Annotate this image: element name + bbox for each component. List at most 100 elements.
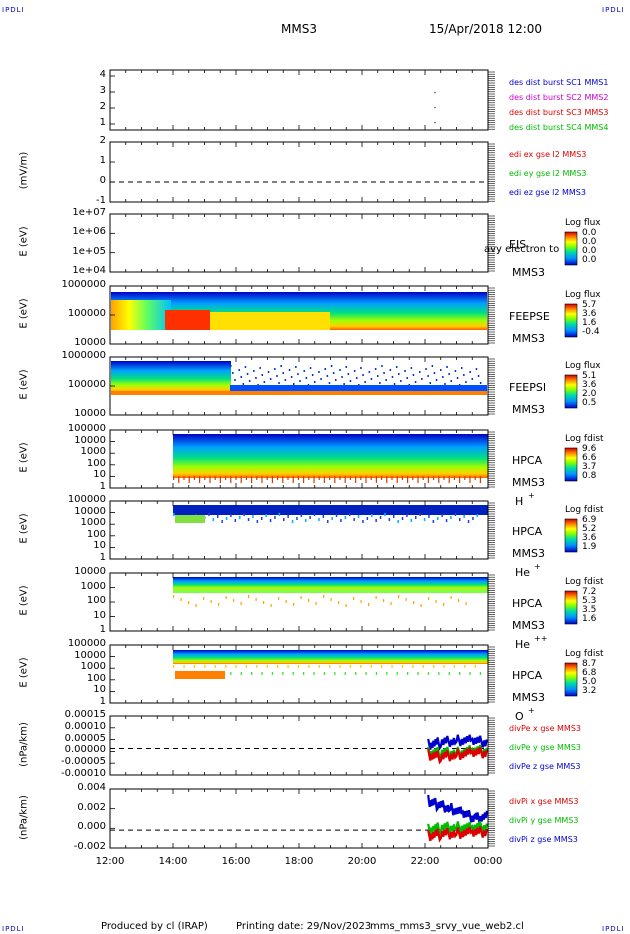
feepsi-speckle: [370, 378, 373, 380]
feepsi-speckle: [295, 366, 297, 368]
colorbar: [564, 447, 578, 482]
hpca-he-speckle: [423, 518, 426, 521]
hpca-o-speckle: [422, 665, 424, 668]
feepsi-speckle: [440, 369, 442, 371]
hpca-h-speckle: [396, 476, 398, 483]
feepsi-speckle: [341, 376, 343, 378]
hpca-he-speckle: [353, 518, 355, 521]
feepsi-speckle: [284, 379, 287, 381]
feepsi-speckle: [450, 380, 452, 382]
hpca-h-speckle: [464, 476, 466, 480]
legend-entry: divPe x gse MMS3: [509, 724, 581, 733]
x-tick-label: 18:00: [284, 856, 314, 867]
hpca-he-speckle: [225, 517, 228, 520]
hpca-o-speckle: [292, 672, 294, 675]
legend-entry: des dist burst SC3 MMS3: [509, 108, 609, 117]
colorbar-value: 1.9: [582, 542, 597, 552]
hpca-h-speckle: [438, 476, 440, 483]
hpca-o-speckle: [365, 672, 367, 675]
hpca-hepp-speckle: [465, 602, 467, 605]
hpca-h-speckle: [209, 476, 211, 483]
y-tick-label: 100: [86, 457, 106, 469]
hpca-h-speckle: [297, 476, 299, 480]
hpca-he-speckle: [327, 520, 329, 523]
hpca-he-speckle: [247, 518, 250, 521]
feepsi-speckle: [303, 370, 305, 372]
hpca-o-speckle: [459, 672, 461, 675]
spacecraft-label: MMS3: [512, 619, 545, 632]
hpca-h-speckle: [266, 476, 268, 480]
feepsi-speckle: [255, 377, 257, 379]
feepsi-speckle: [414, 381, 417, 383]
hpca-o-speckle: [329, 665, 331, 668]
hpca-he-speckle: [265, 514, 267, 517]
hpca-o-speckle: [235, 665, 237, 668]
hpca-hepp-speckle: [278, 597, 280, 600]
feepsi-speckle: [335, 379, 337, 381]
feepsi-speckle: [332, 372, 335, 374]
feepsi-speckle: [362, 374, 364, 376]
hpca-he-speckle: [437, 517, 439, 520]
instrument-label: EIS: [509, 238, 527, 251]
feepsi-speckle: [421, 378, 423, 380]
hpca-he-speckle: [393, 515, 395, 518]
feepsi-speckle: [242, 383, 245, 385]
colorbar-value: 5.2: [582, 524, 597, 534]
series-line: [427, 826, 488, 843]
hpca-h-speckle: [448, 476, 450, 483]
hpca-o-speckle: [464, 665, 466, 668]
colorbar: [564, 590, 578, 625]
feepsi-speckle: [263, 381, 266, 383]
hpca-o-speckle: [277, 665, 279, 668]
hpca-o-speckle: [375, 672, 378, 675]
feepsi-speckle: [479, 382, 482, 384]
y-tick-label: 10000: [74, 566, 106, 577]
feepsi-speckle: [259, 367, 261, 369]
feepsi-speckle: [435, 379, 438, 381]
hpca-he-speckle: [406, 514, 408, 517]
hpca-hepp-band: [173, 589, 488, 593]
y-tick-label: 10000: [74, 649, 106, 661]
feepsi-speckle: [343, 383, 345, 385]
hpca-h-speckle: [183, 476, 185, 480]
y-tick-label: 100000: [67, 308, 106, 319]
colorbar-value: 1.6: [582, 614, 597, 624]
hpca-o-speckle: [479, 672, 482, 675]
feepsi-speckle: [234, 379, 236, 381]
colorbar-value: 3.5: [582, 605, 597, 615]
hpca-hepp-speckle: [210, 600, 212, 603]
y-tick-label: 0.00010: [64, 720, 106, 732]
hpca-he-speckle: [467, 520, 470, 523]
feepsi-speckle: [444, 383, 446, 385]
spacecraft-label: MMS3: [512, 547, 545, 560]
y-axis-label: (nPa/km): [18, 794, 30, 840]
hpca-o-speckle: [391, 665, 393, 668]
corner-label-top-left: IPDLI: [2, 6, 25, 14]
y-tick-label: 100000: [67, 494, 106, 505]
feepsi-speckle: [465, 381, 467, 383]
hpca-o-low: [175, 671, 225, 679]
hpca-he-speckle: [252, 515, 254, 518]
feepsi-speckle: [288, 369, 291, 371]
instrument-label: HPCA: [512, 597, 543, 610]
hpca-o-speckle: [433, 665, 435, 668]
feepsi-speckle: [360, 367, 362, 369]
y-tick-label: 10000: [74, 434, 106, 446]
feepsi-speckle: [446, 366, 448, 368]
hpca-he-speckle: [445, 519, 448, 522]
hpca-hepp-speckle: [203, 597, 205, 600]
hpca-h-speckle: [370, 476, 372, 480]
hpca-o-speckle: [396, 672, 398, 675]
hpca-hepp-speckle: [443, 603, 445, 606]
hpca-o-speckle: [355, 672, 357, 675]
feepsi-speckle: [471, 378, 473, 380]
feepsi-speckle: [274, 368, 276, 370]
feepse-hot-region: [165, 310, 210, 330]
spacecraft-label: MMS3: [512, 476, 545, 489]
feepsi-speckle: [379, 382, 381, 384]
hpca-h-speckle: [479, 476, 481, 483]
scatter-point: [434, 92, 436, 94]
feepsi-speckle: [406, 377, 408, 379]
hpca-o-speckle: [381, 665, 383, 668]
